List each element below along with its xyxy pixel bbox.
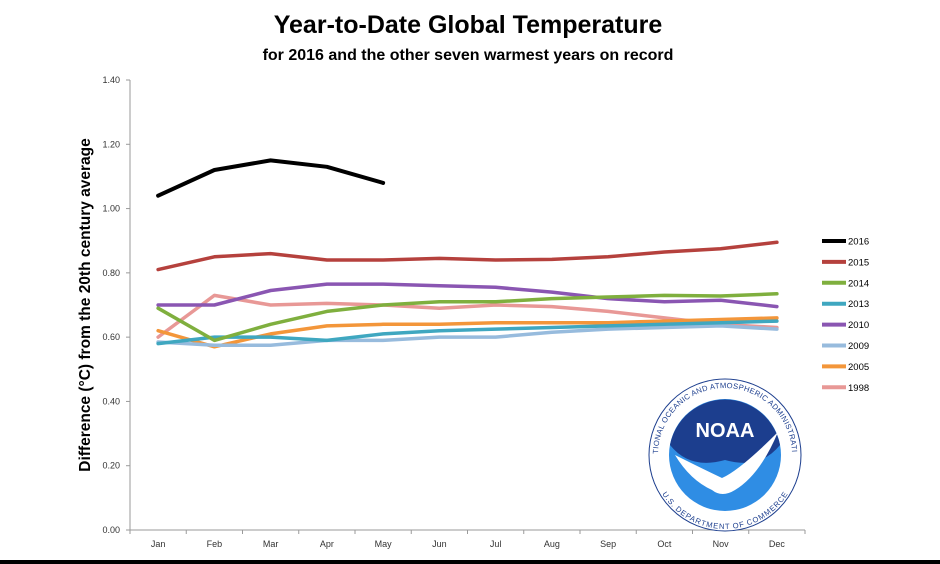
bottom-border bbox=[0, 560, 940, 564]
x-ticks: Jan Feb Mar Apr May Jun Jul Aug Sep Oct Nov Dec bbox=[129, 530, 806, 549]
series-line-2016 bbox=[156, 158, 386, 198]
x-tick-label: Nov bbox=[713, 539, 730, 549]
chart-subtitle: for 2016 and the other seven warmest yea… bbox=[263, 47, 674, 64]
y-tick-label: 0.80 bbox=[102, 268, 120, 278]
noaa-logo: NOAA NATIONAL OCEANIC AND ATMOSPHERIC AD… bbox=[0, 0, 802, 532]
logo-text: NOAA bbox=[696, 420, 755, 442]
legend-label-1998: 1998 bbox=[848, 383, 869, 394]
chart-title: Year-to-Date Global Temperature bbox=[274, 11, 663, 39]
x-tick-label: Aug bbox=[544, 539, 560, 549]
x-tick-label: Oct bbox=[657, 539, 672, 549]
legend-label-2014: 2014 bbox=[848, 278, 869, 289]
x-tick-label: Dec bbox=[769, 539, 786, 549]
series-line-2009 bbox=[156, 324, 779, 347]
y-ticks: 0.00 0.20 0.40 0.60 0.80 1.00 1.20 1.40 bbox=[102, 75, 130, 535]
x-tick-label: Jan bbox=[151, 539, 166, 549]
series-line-2015 bbox=[156, 240, 779, 272]
x-tick-label: Sep bbox=[600, 539, 616, 549]
series-lines bbox=[156, 158, 779, 349]
legend-label-2005: 2005 bbox=[848, 362, 869, 373]
seagull-icon bbox=[675, 432, 778, 494]
y-axis-label: Difference (°C) from the 20th century av… bbox=[77, 138, 94, 472]
legend-label-2016: 2016 bbox=[848, 237, 869, 248]
legend-label-2009: 2009 bbox=[848, 341, 869, 352]
x-tick-label: Feb bbox=[207, 539, 223, 549]
series-line-2013 bbox=[156, 319, 779, 346]
x-tick-label: May bbox=[375, 539, 393, 549]
legend-label-2015: 2015 bbox=[848, 257, 869, 268]
series-line-2010 bbox=[156, 282, 779, 309]
legend-label-2010: 2010 bbox=[848, 320, 869, 331]
y-tick-label: 0.00 bbox=[102, 525, 120, 535]
y-tick-label: 0.40 bbox=[102, 396, 120, 406]
x-tick-label: Jun bbox=[432, 539, 447, 549]
series-line-1998 bbox=[156, 293, 779, 339]
legend-label-2013: 2013 bbox=[848, 299, 869, 310]
logo-ring-text-top: NATIONAL OCEANIC AND ATMOSPHERIC ADMINIS… bbox=[0, 0, 799, 454]
y-tick-label: 1.00 bbox=[102, 204, 120, 214]
y-tick-label: 1.20 bbox=[102, 139, 120, 149]
y-tick-label: 0.60 bbox=[102, 332, 120, 342]
y-tick-label: 1.40 bbox=[102, 75, 120, 85]
x-tick-label: Mar bbox=[263, 539, 279, 549]
x-tick-label: Apr bbox=[320, 539, 334, 549]
y-tick-label: 0.20 bbox=[102, 461, 120, 471]
legend: 2016 2015 2014 2013 2010 2009 2005 1998 bbox=[822, 237, 869, 394]
x-tick-label: Jul bbox=[490, 539, 502, 549]
series-line-2014 bbox=[156, 292, 779, 343]
